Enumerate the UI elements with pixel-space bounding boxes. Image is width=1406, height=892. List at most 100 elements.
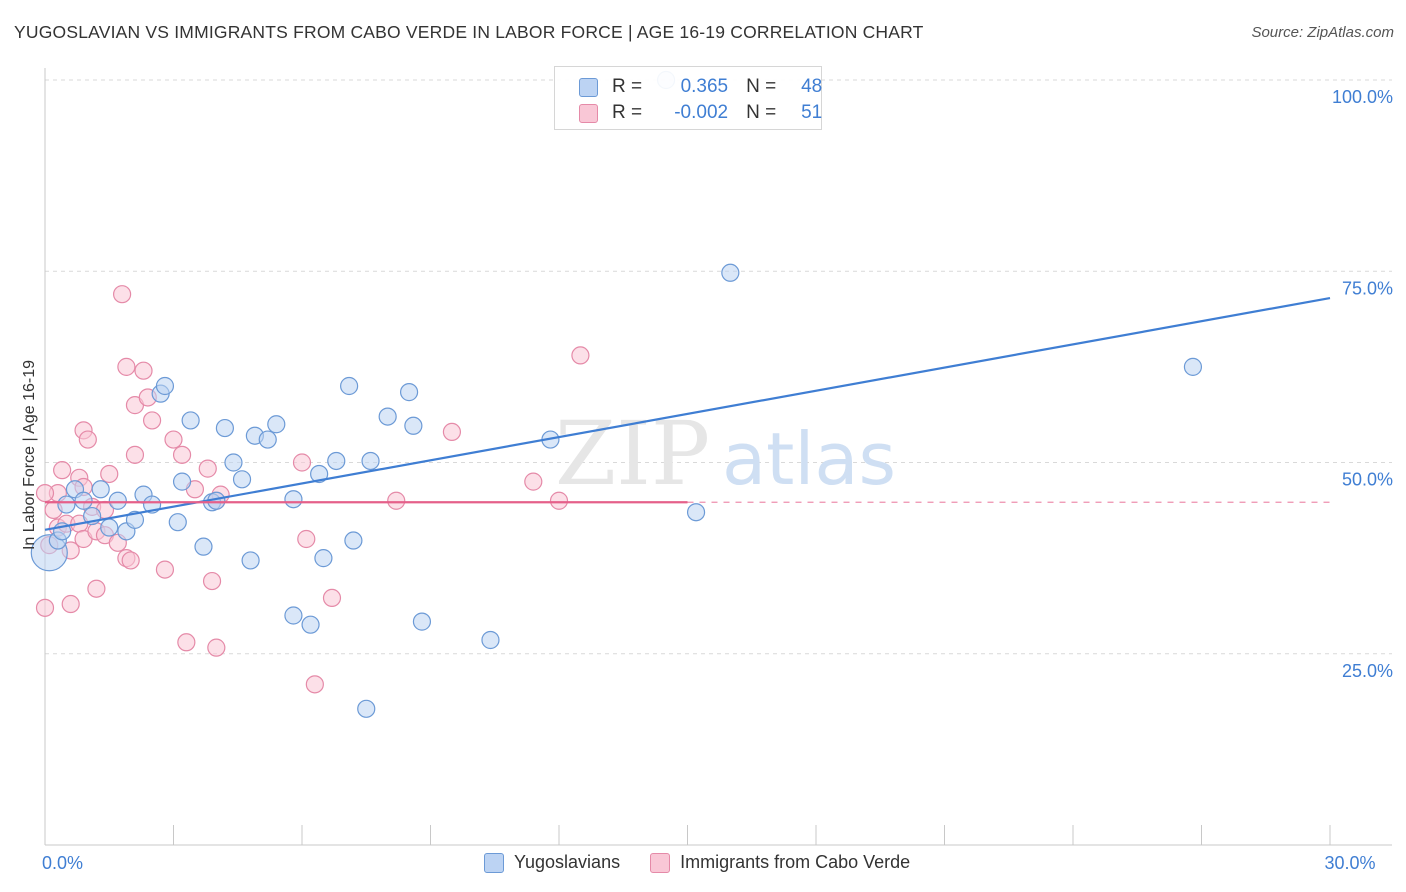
point-yugoslavians [74,491,93,510]
point-cabo-verde [202,571,222,591]
n-value: 48 [801,76,823,97]
trend-line-yugoslavians [44,296,1331,531]
point-yugoslavians [721,263,740,282]
series-legend: Yugoslavians Immigrants from Cabo Verde [484,852,940,873]
point-yugoslavians [125,510,145,529]
trend-lines [44,296,1331,531]
r-value: -0.002 [674,102,729,123]
point-cabo-verde [78,430,97,449]
x-tick-label: 0.0% [42,853,83,873]
point-yugoslavians [340,376,359,396]
point-yugoslavians [155,376,175,396]
point-cabo-verde [524,472,543,491]
y-axis-label: In Labor Force | Age 16-19 [21,360,38,550]
point-yugoslavians [310,464,329,484]
point-yugoslavians [284,490,303,509]
point-yugoslavians [344,531,363,550]
point-yugoslavians [284,606,303,625]
point-yugoslavians [412,612,432,631]
point-yugoslavians [168,513,187,532]
point-yugoslavians [181,411,200,430]
point-yugoslavians [1183,357,1203,376]
r-label: R = [612,102,643,123]
point-cabo-verde [53,461,72,480]
point-yugoslavians [481,630,500,650]
r-value: 0.365 [680,76,729,97]
watermark-zip: ZIP [555,402,710,505]
legend-label: Immigrants from Cabo Verde [680,852,911,872]
point-cabo-verde [297,529,316,549]
legend-item-cabo-verde[interactable]: Immigrants from Cabo Verde [650,852,910,873]
point-yugoslavians [267,415,286,434]
legend-label: Yugoslavians [514,852,621,872]
point-cabo-verde [207,638,226,657]
point-cabo-verde [87,579,106,598]
tick-labels: 100.0% 75.0% 50.0% 25.0% 0.0% 30.0% [42,87,1393,873]
data-points [30,70,1203,718]
point-yugoslavians [224,453,243,472]
point-cabo-verde [322,588,342,608]
point-cabo-verde [292,453,312,472]
r-label: R = [612,76,643,97]
point-cabo-verde [305,675,324,694]
point-yugoslavians [232,470,252,489]
point-cabo-verde [134,361,153,380]
point-yugoslavians [404,416,423,435]
point-yugoslavians [91,480,110,499]
n-label: N = [746,76,777,97]
point-cabo-verde [61,594,80,614]
chart-title: YUGOSLAVIAN VS IMMIGRANTS FROM CABO VERD… [14,22,924,42]
watermark: ZIP atlas [555,402,896,505]
point-cabo-verde [142,411,162,430]
point-yugoslavians [172,472,192,491]
point-cabo-verde [121,551,140,570]
point-yugoslavians [194,537,213,556]
point-yugoslavians [241,551,260,570]
source-credit: Source: ZipAtlas.com [1251,24,1394,41]
point-yugoslavians [399,383,419,402]
point-cabo-verde [387,491,406,510]
point-cabo-verde [112,285,132,304]
point-yugoslavians [327,451,346,471]
blue-swatch-icon [579,77,598,97]
y-tick-label: 75.0% [1342,278,1393,298]
point-cabo-verde [117,357,136,376]
point-cabo-verde [177,633,196,652]
point-yugoslavians [378,407,397,426]
point-yugoslavians [361,451,380,471]
point-yugoslavians [100,518,119,537]
y-tick-label: 50.0% [1342,470,1393,490]
point-cabo-verde [35,484,55,503]
stats-row-cabo-verde: R = -0.002 N = 51 [579,101,822,125]
point-cabo-verde [155,560,175,579]
point-yugoslavians [258,430,277,449]
x-tick-label: 30.0% [1324,853,1375,873]
point-yugoslavians [57,495,76,514]
pink-swatch-icon [650,852,671,873]
n-label: N = [746,102,777,123]
y-tick-label: 100.0% [1332,87,1393,107]
axes [44,68,1392,846]
point-cabo-verde [125,445,145,464]
n-value: 51 [801,102,823,123]
watermark-atlas: atlas [722,417,896,501]
point-yugoslavians [301,615,320,634]
point-yugoslavians [357,699,376,718]
point-yugoslavians [108,491,127,510]
point-yugoslavians [686,503,706,522]
point-yugoslavians [215,418,234,438]
pink-swatch-icon [579,103,598,123]
point-cabo-verde [549,491,569,510]
point-cabo-verde [35,598,55,617]
point-cabo-verde [164,430,183,449]
point-cabo-verde [198,459,217,478]
point-cabo-verde [571,346,590,365]
point-cabo-verde [100,464,119,484]
point-cabo-verde [442,422,462,441]
legend-item-yugoslavians[interactable]: Yugoslavians [484,852,620,873]
stats-legend: R = 0.365 N = 48 R = -0.002 N = 51 [554,66,822,130]
point-cabo-verde [172,445,192,464]
stats-row-yugoslavians: R = 0.365 N = 48 [579,75,822,99]
point-yugoslavians [314,549,333,568]
